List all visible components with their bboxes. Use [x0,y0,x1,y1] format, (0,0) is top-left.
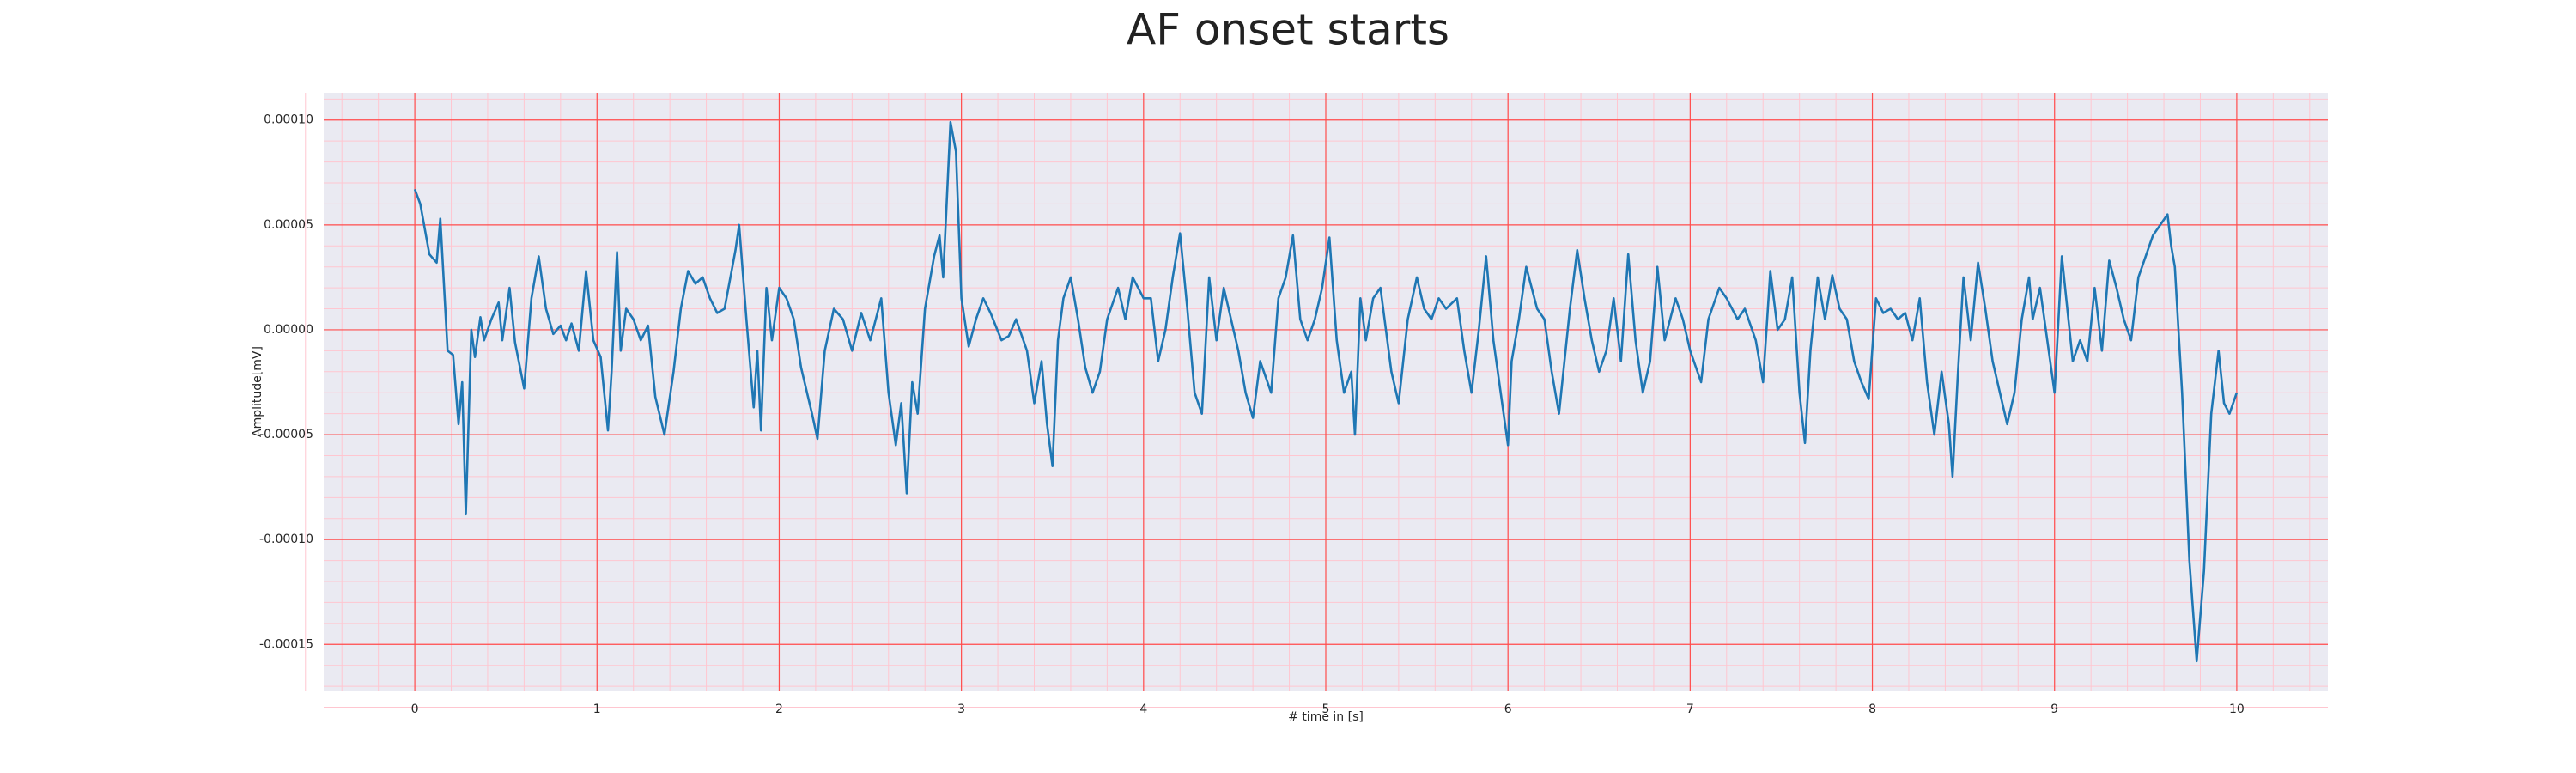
x-tick-label: 3 [957,703,965,716]
signal-line [413,120,2239,663]
x-tick-label: 5 [1322,703,1330,716]
y-tick-label: -0.00010 [259,533,313,546]
y-tick-label: 0.00005 [264,218,313,232]
x-tick-label: 1 [593,703,601,716]
x-tick-label: 10 [2229,703,2245,716]
x-tick-label: 7 [1686,703,1694,716]
x-tick-label: 4 [1139,703,1147,716]
y-tick-label: -0.00005 [259,428,313,441]
x-tick-label: 0 [411,703,419,716]
x-axis-label: # time in [s] [1288,710,1364,724]
x-tick-label: 8 [1868,703,1876,716]
chart-title: AF onset starts [1127,5,1449,55]
x-tick-label: 9 [2050,703,2058,716]
y-tick-label: -0.00015 [259,637,313,651]
y-axis-label: Amplitude[mV] [251,346,264,437]
y-tick-label: 0.00000 [264,323,313,337]
x-tick-label: 6 [1504,703,1512,716]
y-tick-label: 0.00010 [264,113,313,127]
x-tick-label: 2 [775,703,783,716]
